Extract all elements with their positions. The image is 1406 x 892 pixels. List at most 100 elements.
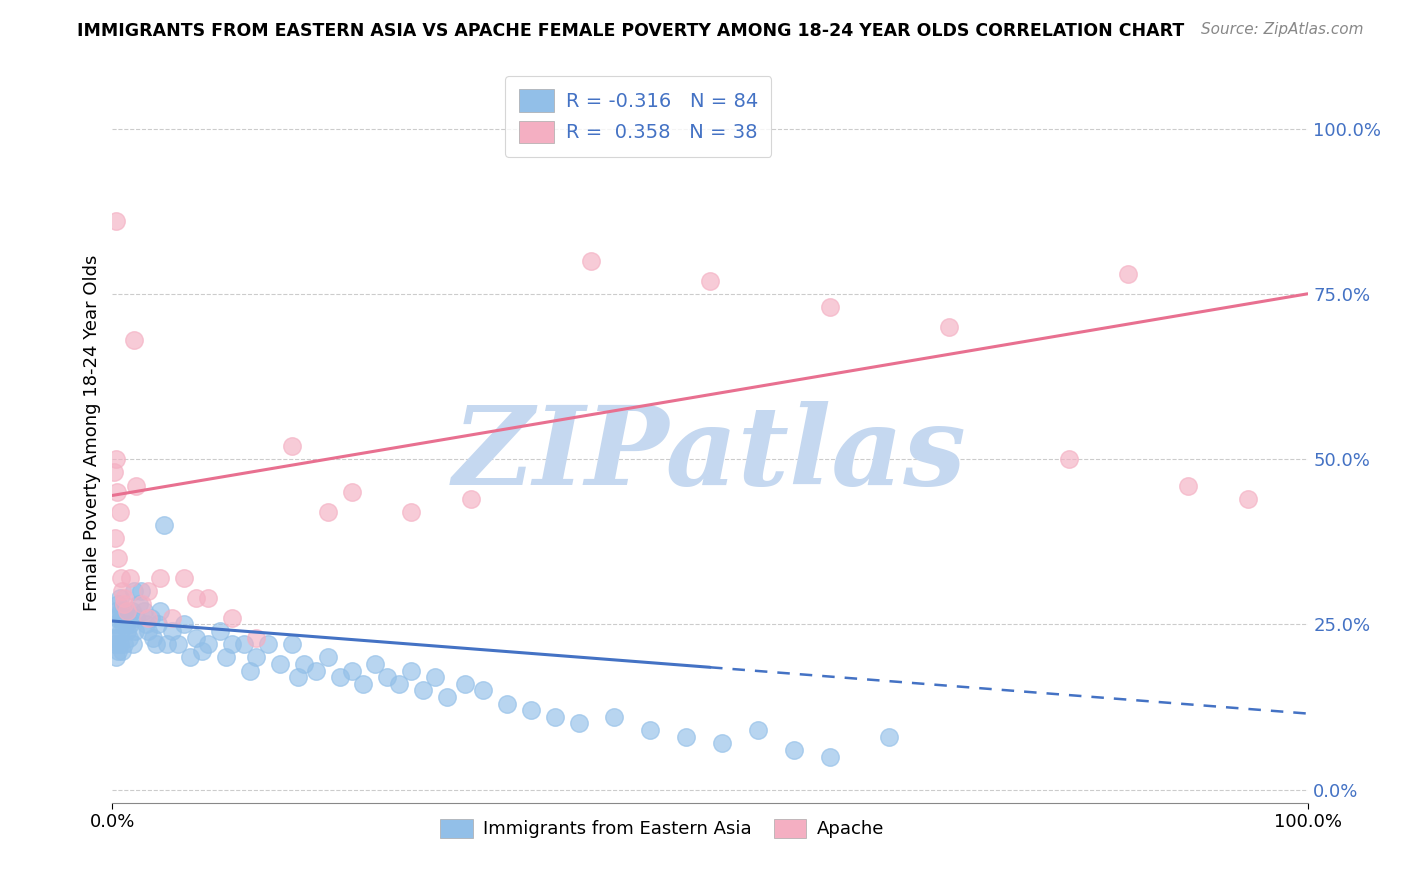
Point bbox=[121, 637, 143, 651]
Point bbox=[454, 677, 477, 691]
Point bbox=[269, 657, 291, 671]
Point bbox=[129, 584, 152, 599]
Point bbox=[132, 604, 155, 618]
Point bbox=[146, 617, 169, 632]
Point bbox=[245, 631, 267, 645]
Point bbox=[122, 333, 145, 347]
Point bbox=[425, 670, 447, 684]
Point bbox=[340, 664, 363, 678]
Point bbox=[114, 598, 135, 612]
Point bbox=[401, 664, 423, 678]
Point bbox=[938, 319, 960, 334]
Point bbox=[167, 637, 190, 651]
Point bbox=[105, 650, 128, 665]
Point bbox=[782, 743, 804, 757]
Point bbox=[156, 637, 179, 651]
Point bbox=[287, 670, 309, 684]
Point bbox=[239, 664, 262, 678]
Point bbox=[747, 723, 769, 737]
Point bbox=[105, 452, 128, 467]
Point bbox=[125, 611, 148, 625]
Point bbox=[568, 716, 591, 731]
Point bbox=[186, 591, 208, 605]
Point bbox=[103, 631, 125, 645]
Point bbox=[120, 571, 142, 585]
Point bbox=[115, 604, 138, 618]
Point bbox=[209, 624, 232, 638]
Point bbox=[543, 710, 565, 724]
Point bbox=[114, 637, 135, 651]
Point bbox=[221, 611, 243, 625]
Point bbox=[110, 604, 132, 618]
Point bbox=[436, 690, 458, 704]
Point bbox=[111, 584, 134, 599]
Point bbox=[128, 598, 150, 612]
Point bbox=[1057, 452, 1080, 467]
Point bbox=[818, 300, 841, 314]
Point bbox=[245, 650, 267, 665]
Point bbox=[149, 604, 172, 618]
Point bbox=[138, 584, 160, 599]
Point bbox=[118, 631, 141, 645]
Point bbox=[139, 611, 162, 625]
Point bbox=[173, 617, 195, 632]
Point bbox=[117, 611, 139, 625]
Point bbox=[108, 591, 131, 605]
Text: IMMIGRANTS FROM EASTERN ASIA VS APACHE FEMALE POVERTY AMONG 18-24 YEAR OLDS CORR: IMMIGRANTS FROM EASTERN ASIA VS APACHE F… bbox=[77, 22, 1185, 40]
Point bbox=[104, 617, 127, 632]
Point bbox=[520, 703, 543, 717]
Point bbox=[104, 637, 127, 651]
Point bbox=[257, 637, 280, 651]
Point bbox=[114, 591, 135, 605]
Point bbox=[1118, 267, 1140, 281]
Point bbox=[122, 584, 145, 599]
Point bbox=[145, 637, 167, 651]
Point bbox=[352, 677, 374, 691]
Point bbox=[162, 611, 183, 625]
Point bbox=[114, 604, 135, 618]
Point bbox=[1177, 478, 1199, 492]
Point bbox=[472, 683, 495, 698]
Text: Source: ZipAtlas.com: Source: ZipAtlas.com bbox=[1201, 22, 1364, 37]
Point bbox=[640, 723, 662, 737]
Point bbox=[675, 730, 697, 744]
Point bbox=[107, 598, 129, 612]
Point bbox=[115, 624, 138, 638]
Point bbox=[281, 637, 304, 651]
Point bbox=[107, 644, 129, 658]
Point bbox=[316, 650, 339, 665]
Point bbox=[292, 657, 315, 671]
Text: ZIPatlas: ZIPatlas bbox=[453, 401, 967, 508]
Point bbox=[105, 214, 128, 228]
Point bbox=[138, 624, 160, 638]
Point bbox=[579, 253, 602, 268]
Legend: Immigrants from Eastern Asia, Apache: Immigrants from Eastern Asia, Apache bbox=[433, 812, 891, 846]
Point bbox=[233, 637, 256, 651]
Point bbox=[215, 650, 238, 665]
Point bbox=[340, 485, 363, 500]
Point bbox=[818, 749, 841, 764]
Point bbox=[124, 624, 146, 638]
Point bbox=[111, 644, 134, 658]
Point bbox=[412, 683, 434, 698]
Point bbox=[105, 485, 128, 500]
Point bbox=[162, 624, 183, 638]
Point bbox=[179, 650, 201, 665]
Point bbox=[105, 604, 128, 618]
Point bbox=[186, 631, 208, 645]
Point bbox=[879, 730, 901, 744]
Point bbox=[142, 631, 165, 645]
Point bbox=[173, 571, 195, 585]
Point bbox=[121, 604, 143, 618]
Point bbox=[149, 571, 172, 585]
Point bbox=[120, 617, 142, 632]
Point bbox=[108, 505, 131, 519]
Point bbox=[135, 617, 157, 632]
Point bbox=[107, 551, 129, 566]
Point bbox=[316, 505, 339, 519]
Point bbox=[329, 670, 352, 684]
Point bbox=[1237, 491, 1260, 506]
Point bbox=[111, 611, 134, 625]
Point bbox=[496, 697, 519, 711]
Point bbox=[364, 657, 387, 671]
